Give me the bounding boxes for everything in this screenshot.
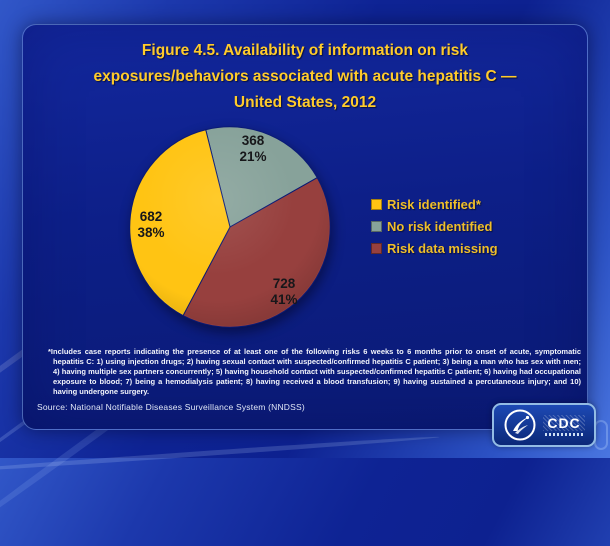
cdc-tagline-decoration	[545, 432, 583, 436]
source-line: Source: National Notifiable Diseases Sur…	[37, 402, 305, 412]
data-label-value: 682	[139, 209, 163, 224]
figure-title-line-1: Figure 4.5. Availability of information …	[141, 42, 469, 59]
cdc-logo: CDC	[492, 403, 596, 447]
slide-panel: Figure 4.5. Availability of information …	[22, 24, 588, 430]
pie-chart-svg	[129, 126, 331, 328]
legend-label: No risk identified	[387, 219, 493, 234]
data-label-value: 728	[272, 276, 296, 291]
legend-item-risk-data-missing: Risk data missing	[371, 241, 498, 256]
legend-swatch-icon	[371, 243, 382, 254]
hhs-eagle-icon	[504, 409, 536, 441]
pie-slice-risk-identified	[129, 129, 231, 317]
cdc-wordmark: CDC	[543, 414, 585, 436]
data-label-risk-identified: 682 38%	[137, 209, 164, 241]
legend-label: Risk identified*	[387, 197, 481, 212]
data-label-percent: 21%	[239, 149, 267, 164]
legend-item-no-risk-identified: No risk identified	[371, 219, 498, 234]
figure-title-line-3: United States, 2012	[233, 94, 377, 111]
background-swoosh	[0, 434, 440, 475]
legend-swatch-icon	[371, 221, 382, 232]
data-label-risk-data-missing: 728 41%	[270, 276, 297, 308]
figure-title: Figure 4.5. Availability of information …	[47, 38, 563, 116]
legend-item-risk-identified: Risk identified*	[371, 197, 498, 212]
chart-legend: Risk identified* No risk identified Risk…	[371, 197, 498, 263]
legend-swatch-icon	[371, 199, 382, 210]
pie-slice-risk-data-missing	[182, 177, 331, 328]
data-label-percent: 38%	[137, 225, 165, 240]
legend-label: Risk data missing	[387, 241, 498, 256]
data-label-percent: 41%	[270, 292, 298, 307]
pie-slice-no-risk-identified	[205, 126, 318, 228]
data-label-value: 368	[241, 133, 265, 148]
footnote: *Includes case reports indicating the pr…	[48, 347, 581, 397]
data-label-no-risk-identified: 368 21%	[239, 133, 266, 165]
corner-frame-decoration	[594, 420, 608, 450]
figure-title-line-2: exposures/behaviors associated with acut…	[93, 68, 517, 85]
cdc-wordmark-text: CDC	[543, 414, 585, 431]
